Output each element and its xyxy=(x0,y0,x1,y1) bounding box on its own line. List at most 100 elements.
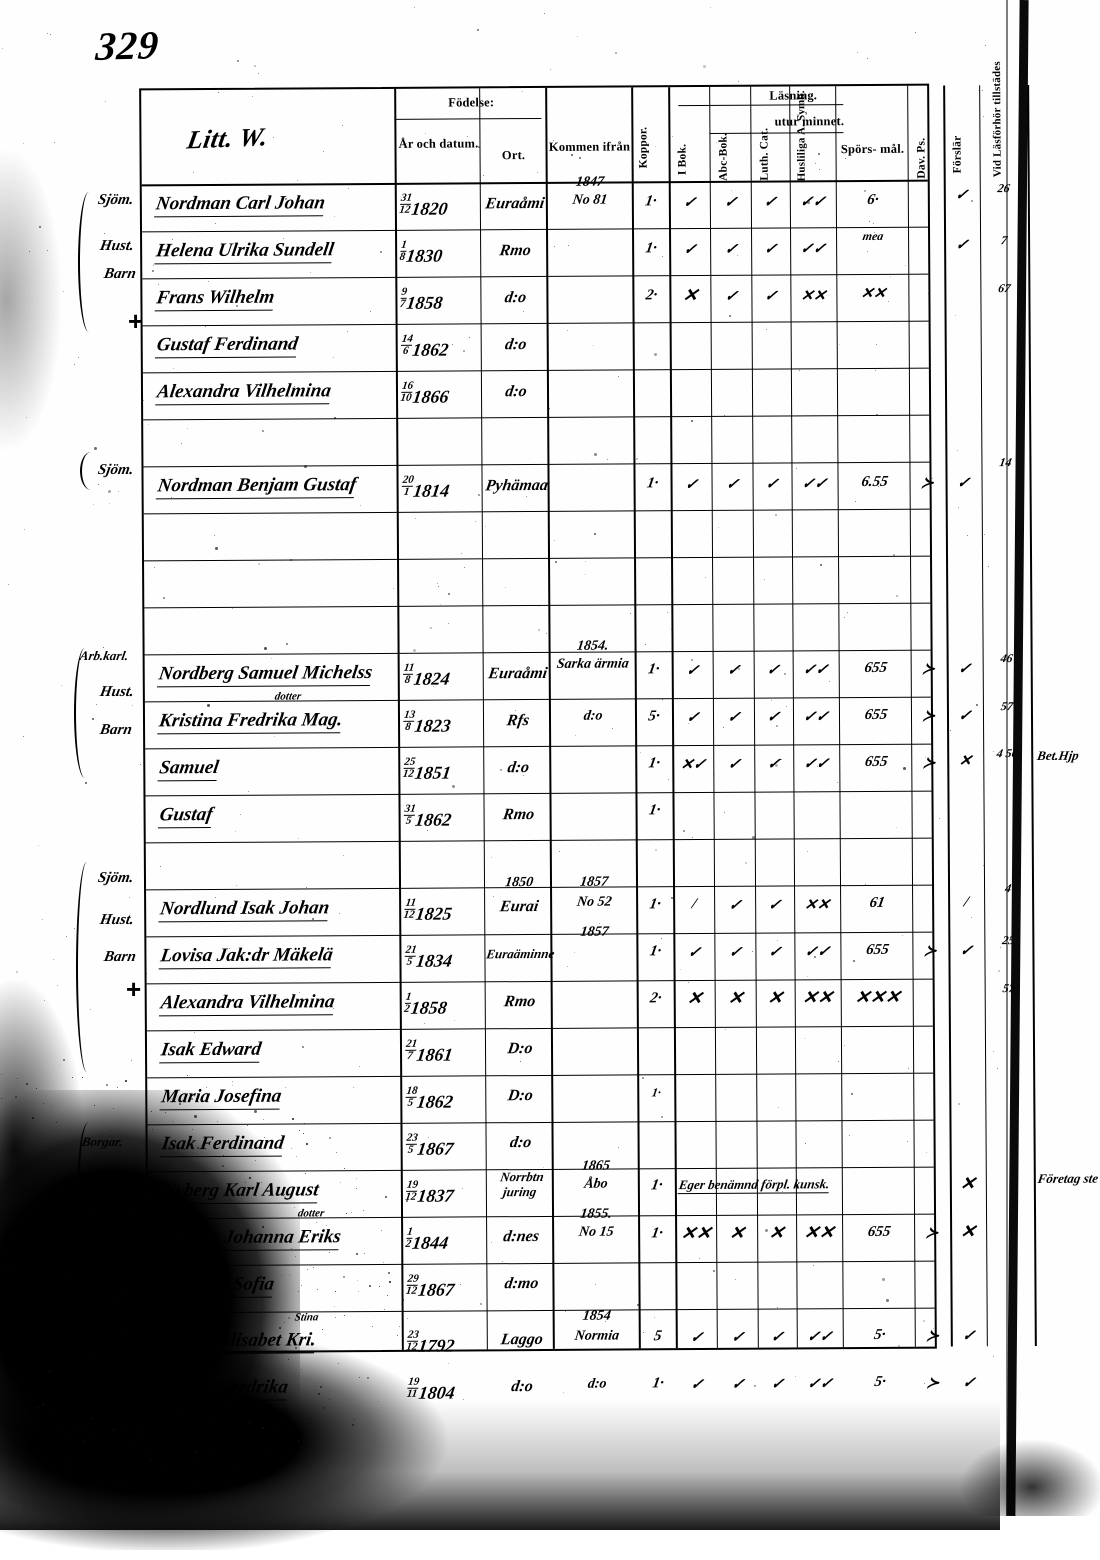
mark-forslar: ✕ xyxy=(948,751,983,770)
mark-smallpox: 1· xyxy=(636,802,673,819)
mark-luth-cat: ✓ xyxy=(755,895,795,914)
header-birth-place: Ort. xyxy=(482,148,546,163)
birth-month: 12 xyxy=(403,909,416,921)
mark-forslar: ✓ xyxy=(946,473,981,492)
row-rule xyxy=(147,1073,933,1079)
mark-forslar: ✓ xyxy=(949,941,984,960)
birth-year: 1851 xyxy=(414,763,453,783)
section-heading: Litt. W. xyxy=(185,122,271,155)
mark-abc-bok: ✕ xyxy=(715,988,757,1009)
birth-month: 7 xyxy=(399,298,406,310)
header-abc-bok: Abc-Bok. xyxy=(717,135,730,181)
entry-comefrom: Normia xyxy=(556,1329,638,1344)
birth-year: 1867 xyxy=(417,1280,456,1300)
entry-birthplace: d:nes xyxy=(489,1228,554,1246)
mark-forslar: ✓ xyxy=(944,235,979,254)
mark-i-bok: ✓ xyxy=(671,475,712,494)
row-rule xyxy=(143,321,929,327)
mark-abc-bok: ✓ xyxy=(713,661,754,680)
entry-comefrom: No 52 xyxy=(553,895,635,910)
birth-year: 1862 xyxy=(411,340,450,360)
row-rule xyxy=(143,462,929,468)
birth-month: 8 xyxy=(402,721,415,733)
mark-husliliga: ✓✓ xyxy=(796,1374,843,1393)
birth-month: 10 xyxy=(400,392,413,404)
entry-comefrom-year: 1855. xyxy=(555,1207,637,1222)
mark-luth-cat: ✓ xyxy=(757,1374,797,1393)
entry-birthplace: D:o xyxy=(488,1087,553,1105)
birth-month: 5 xyxy=(403,956,416,968)
mark-i-bok: ✓ xyxy=(672,708,713,727)
mark-sporsmal: 655 xyxy=(843,942,912,959)
birth-month: 5 xyxy=(404,1144,417,1156)
mark-i-bok: ✕✓ xyxy=(673,755,714,774)
mark-husliliga: ✓✓ xyxy=(796,1327,843,1346)
relation-label: Barn xyxy=(99,722,134,739)
birth-day: 14 xyxy=(401,334,413,345)
row-rule xyxy=(144,556,930,562)
row-rule xyxy=(144,603,930,609)
entry-comefrom-year: 1854. xyxy=(552,639,634,654)
mark-abc-bok: ✓ xyxy=(717,1328,758,1347)
mark-luth-cat: ✕ xyxy=(756,1222,797,1243)
scan-shadow-bottom xyxy=(0,1400,1000,1530)
row-rule xyxy=(145,744,931,750)
mark-abc-bok: ✓ xyxy=(714,755,755,774)
mark-smallpox: 2· xyxy=(633,287,670,304)
birth-month: 8 xyxy=(401,674,413,686)
mark-husliliga: ✕✕ xyxy=(790,286,837,305)
row-rule xyxy=(146,932,932,938)
family-bracket xyxy=(74,648,92,778)
scan-blot-bottom-right xyxy=(930,1420,1100,1516)
mark-abc-bok: ✓ xyxy=(710,193,751,212)
birth-year: 1834 xyxy=(415,951,454,971)
entry-name: Gustaf xyxy=(158,804,214,828)
mark-i-bok: ✓ xyxy=(672,661,713,680)
mark-husliliga: ✓✓ xyxy=(792,707,839,726)
mark-husliliga: ✓✓ xyxy=(789,192,836,211)
header-forslar: Förslär xyxy=(951,131,964,177)
entry-birthplace: Rmo xyxy=(483,242,548,260)
mark-vid-lasforhor: 4 xyxy=(985,881,1032,896)
entry-comefrom: No 15 xyxy=(555,1225,637,1240)
entry-comefrom: Sarka ärmia xyxy=(552,657,634,672)
mark-luth-cat: ✓ xyxy=(751,286,791,305)
birth-month: 2 xyxy=(403,1003,410,1015)
mark-forslar: ✓ xyxy=(951,1326,986,1345)
birth-month: 7 xyxy=(404,1050,417,1062)
entry-birthplace: d:o xyxy=(486,759,551,777)
mark-smallpox: 5· xyxy=(636,708,673,725)
row-rule xyxy=(146,838,932,844)
mark-husliliga: ✕✕ xyxy=(794,895,841,914)
entry-birthplace-year: 1850 xyxy=(487,876,551,891)
mark-vid-lasforhor: 25 xyxy=(985,933,1032,948)
header-vid-lasforhor: Vid Läsförhör tillstädes xyxy=(991,93,1004,177)
mark-dav-ps: ≻ xyxy=(915,1326,950,1345)
mark-luth-cat: ✓ xyxy=(757,1327,797,1346)
entry-comefrom: d:o xyxy=(556,1377,638,1392)
relation-label: Sjöm. xyxy=(97,870,135,887)
entry-name: Nordman Carl Johan xyxy=(154,192,327,217)
row-rule xyxy=(145,697,931,703)
mark-forslar: / xyxy=(949,894,984,911)
entry-name: Nordberg Samuel Michelss xyxy=(157,662,374,687)
entry-comefrom: Åbo xyxy=(555,1177,637,1192)
mark-smallpox: 1· xyxy=(640,1375,677,1392)
header-fodelse: Födelse: xyxy=(396,95,546,110)
mark-dav-ps: ≻ xyxy=(913,941,948,960)
entry-name-sup: dotter xyxy=(297,1207,325,1219)
mark-vid-lasforhor: 57 xyxy=(985,981,1032,996)
mark-i-bok: ✓ xyxy=(676,1375,717,1394)
entry-name: Frans Wilhelm xyxy=(155,287,276,312)
mark-sporsmal: mea xyxy=(839,229,908,244)
row-rule xyxy=(143,415,929,421)
birth-month: 1 xyxy=(400,486,413,498)
entry-note: Bet.Hjp xyxy=(1036,749,1080,764)
